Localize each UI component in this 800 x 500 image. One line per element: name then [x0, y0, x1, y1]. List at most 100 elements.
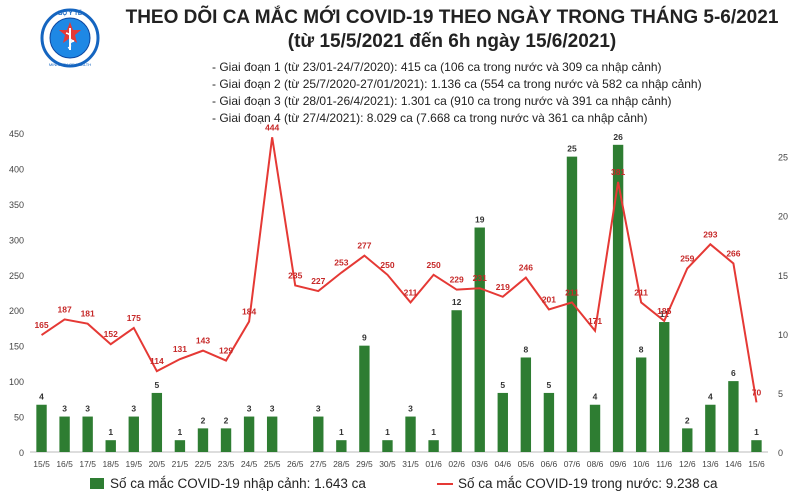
x-axis-tick-label: 24/5: [241, 459, 258, 469]
bar-value-label: 1: [385, 427, 390, 437]
bar-value-label: 3: [62, 404, 67, 414]
line-value-label: 253: [334, 258, 348, 268]
x-axis-tick-label: 23/5: [218, 459, 235, 469]
x-axis-tick-label: 19/5: [126, 459, 143, 469]
left-axis-tick-label: 400: [9, 164, 24, 174]
bar-value-label: 4: [708, 392, 713, 402]
chart-title: THEO DÕI CA MẮC MỚI COVID-19 THEO NGÀY T…: [125, 7, 779, 28]
x-axis-tick-label: 20/5: [149, 459, 166, 469]
right-axis-tick-label: 10: [778, 330, 788, 340]
legend-bar-swatch: [90, 478, 104, 489]
line-value-label: 293: [703, 229, 717, 239]
bar-mark: [105, 440, 116, 452]
line-value-label: 181: [81, 309, 95, 319]
line-value-label: 114: [150, 356, 164, 366]
bar-mark: [635, 357, 647, 452]
bar-value-label: 2: [201, 415, 206, 425]
line-value-label: 266: [726, 248, 740, 258]
x-axis-tick-label: 09/6: [610, 459, 627, 469]
chart-subtitle: (từ 15/5/2021 đến 6h ngày 15/6/2021): [287, 31, 617, 52]
line-value-label: 175: [127, 313, 141, 323]
bar-value-label: 19: [475, 215, 485, 225]
line-value-label: 250: [380, 260, 394, 270]
bar-mark: [359, 345, 370, 452]
bar-value-label: 2: [224, 415, 229, 425]
bar-value-label: 26: [613, 132, 623, 142]
x-axis-tick-label: 08/6: [587, 459, 604, 469]
bar-value-label: 12: [452, 297, 462, 307]
bar-mark: [705, 404, 716, 452]
line-value-label: 201: [542, 295, 556, 305]
ministry-logo-icon: BỘ Y TẾ MINISTRY OF HEALTH: [40, 8, 100, 68]
phase-4-summary: - Giai đoạn 4 (từ 27/4/2021): 8.029 ca (…: [212, 111, 648, 125]
x-axis-tick-label: 22/5: [195, 459, 212, 469]
x-axis-tick-label: 17/5: [79, 459, 96, 469]
line-value-label: 246: [519, 263, 533, 273]
x-axis-tick-label: 25/5: [264, 459, 281, 469]
bar-mark: [382, 440, 393, 452]
bar-value-label: 6: [731, 368, 736, 378]
x-axis-tick-label: 04/6: [495, 459, 512, 469]
bar-value-label: 11: [660, 309, 669, 319]
line-value-label: 381: [611, 167, 625, 177]
left-axis-tick-label: 200: [9, 306, 24, 316]
bar-mark: [243, 416, 255, 452]
right-axis-tick-label: 20: [778, 212, 788, 222]
bar-value-label: 3: [316, 404, 321, 414]
line-value-label: 444: [265, 122, 279, 132]
right-axis-tick-label: 25: [778, 153, 788, 163]
bar-value-label: 25: [567, 144, 577, 154]
bar-value-label: 8: [639, 344, 644, 354]
line-value-label: 211: [565, 287, 579, 297]
x-axis-tick-label: 06/6: [541, 459, 558, 469]
bar-mark: [128, 416, 139, 452]
line-value-label: 184: [242, 307, 256, 317]
x-axis-tick-label: 11/6: [656, 459, 672, 469]
chart-legend: Số ca mắc COVID-19 nhập cảnh: 1.643 ca S…: [0, 474, 800, 496]
logo-bottom-text: MINISTRY OF HEALTH: [49, 62, 91, 67]
x-axis-tick-label: 15/5: [33, 459, 50, 469]
x-axis-tick-label: 28/5: [333, 459, 350, 469]
legend-bar-label: Số ca mắc COVID-19 nhập cảnh: 1.643 ca: [110, 476, 366, 491]
line-value-label: 211: [404, 287, 418, 297]
right-axis-tick-label: 0: [778, 448, 783, 458]
bar-mark: [266, 416, 278, 452]
bar-mark: [82, 416, 93, 452]
bar-mark: [174, 440, 186, 452]
x-axis-tick-label: 02/6: [448, 459, 465, 469]
bar-mark: [151, 392, 163, 452]
left-axis-tick-label: 0: [19, 448, 24, 458]
bar-mark: [220, 428, 232, 452]
bar-mark: [589, 404, 601, 452]
phase-summary-list: - Giai đoạn 1 (từ 23/01-24/7/2020): 415 …: [212, 59, 772, 127]
left-axis-tick-label: 100: [9, 377, 24, 387]
bar-mark: [474, 227, 485, 452]
bar-mark: [520, 357, 532, 452]
x-axis-tick-label: 10/6: [633, 459, 650, 469]
logo-top-text: BỘ Y TẾ: [58, 9, 82, 17]
ministry-logo: BỘ Y TẾ MINISTRY OF HEALTH: [40, 6, 100, 70]
line-value-label: 165: [34, 320, 48, 330]
bar-mark: [197, 428, 209, 452]
x-axis-tick-label: 01/6: [425, 459, 442, 469]
bar-value-label: 4: [39, 392, 44, 402]
line-value-label: 143: [196, 336, 210, 346]
right-axis-tick-label: 15: [778, 271, 788, 281]
x-axis-tick-label: 26/5: [287, 459, 304, 469]
line-value-label: 219: [496, 282, 510, 292]
bar-value-label: 2: [685, 415, 690, 425]
x-axis-tick-label: 21/5: [172, 459, 189, 469]
bar-mark: [59, 416, 70, 452]
left-axis-tick-label: 300: [9, 235, 24, 245]
bar-value-label: 3: [85, 404, 90, 414]
line-value-label: 277: [357, 241, 371, 251]
line-value-label: 231: [473, 273, 487, 283]
bar-value-label: 1: [754, 427, 759, 437]
bar-mark: [497, 392, 508, 452]
bar-mark: [428, 440, 439, 452]
bar-value-label: 3: [247, 404, 252, 414]
line-value-label: 259: [680, 253, 694, 263]
right-axis-tick-label: 5: [778, 389, 783, 399]
bar-value-label: 3: [270, 404, 275, 414]
